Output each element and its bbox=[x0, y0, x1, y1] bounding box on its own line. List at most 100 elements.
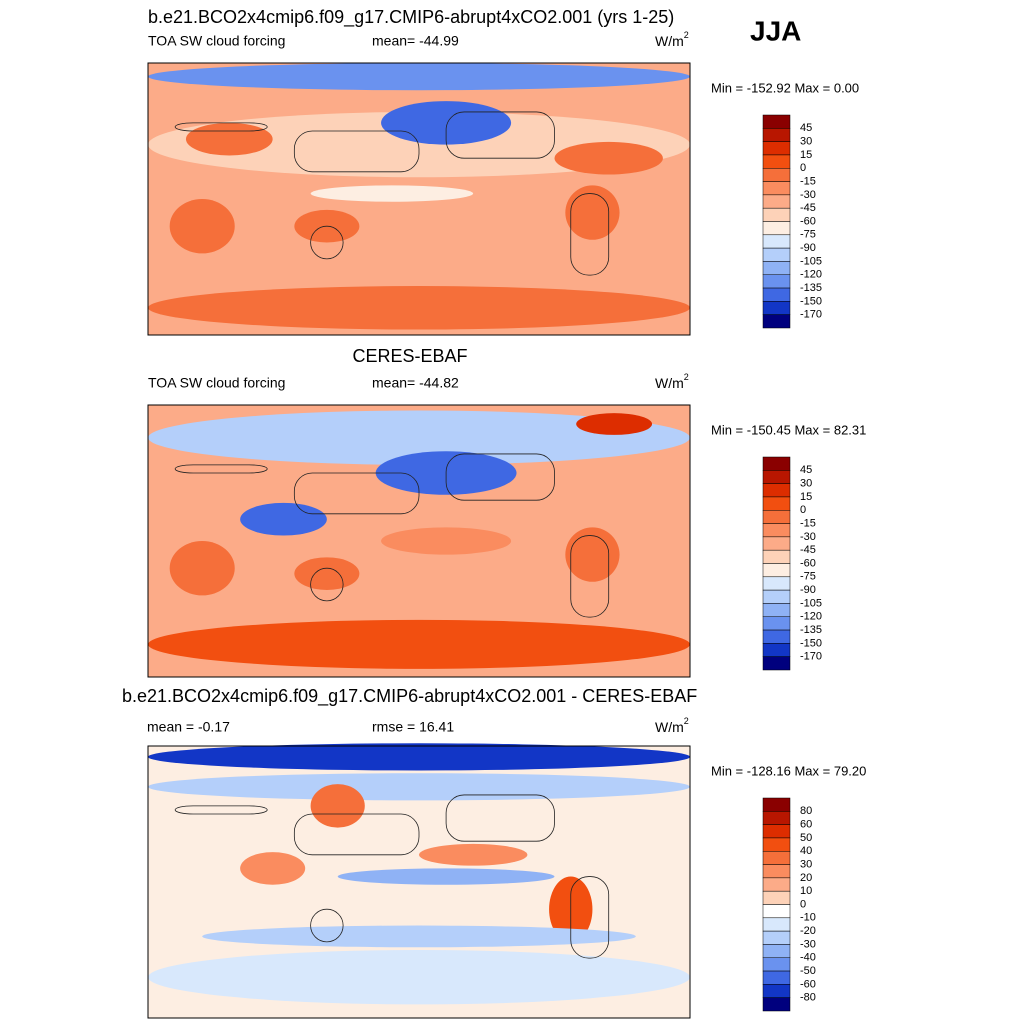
units-label: W/m2 bbox=[655, 716, 689, 734]
colorbar-label: -170 bbox=[800, 309, 822, 321]
colorbar-box bbox=[762, 851, 791, 865]
colorbar-box bbox=[762, 128, 791, 142]
map-field bbox=[240, 502, 327, 536]
colorbar-box bbox=[762, 930, 791, 945]
colorbar-label: -15 bbox=[800, 175, 816, 187]
map-field bbox=[310, 784, 365, 828]
map-field bbox=[148, 619, 690, 669]
panel-title: b.e21.BCO2x4cmip6.f09_g17.CMIP6-abrupt4x… bbox=[122, 686, 697, 707]
colorbar-label: -150 bbox=[800, 295, 822, 307]
colorbar-box bbox=[762, 301, 791, 315]
colorbar-box bbox=[762, 877, 791, 892]
variable-label: TOA SW cloud forcing bbox=[148, 33, 285, 49]
map-field bbox=[185, 122, 273, 156]
colorbar-label: 15 bbox=[800, 491, 812, 503]
coastline bbox=[570, 876, 610, 959]
units-label: W/m2 bbox=[655, 372, 689, 390]
map-frame bbox=[147, 745, 691, 1019]
colorbar-box bbox=[762, 141, 791, 156]
colorbar-label: 45 bbox=[800, 464, 812, 476]
colorbar-label: 30 bbox=[800, 478, 812, 490]
colorbar-label: 80 bbox=[800, 805, 812, 817]
colorbar-label: -60 bbox=[800, 215, 816, 227]
colorbar-label: -120 bbox=[800, 611, 822, 623]
colorbar-box bbox=[762, 168, 791, 182]
colorbar-box bbox=[762, 603, 791, 617]
colorbar-box bbox=[762, 563, 791, 578]
coastline bbox=[570, 193, 610, 276]
colorbar-box bbox=[762, 957, 791, 972]
map-field bbox=[419, 843, 528, 866]
units-sup: 2 bbox=[684, 30, 689, 40]
panel-title: b.e21.BCO2x4cmip6.f09_g17.CMIP6-abrupt4x… bbox=[148, 7, 674, 28]
colorbar-label: -40 bbox=[800, 952, 816, 964]
coastline bbox=[174, 805, 268, 815]
colorbar-box bbox=[762, 261, 791, 275]
colorbar-label: 30 bbox=[800, 136, 812, 148]
colorbar-label: -75 bbox=[800, 229, 816, 241]
season-label: JJA bbox=[750, 15, 801, 46]
colorbar-label: -170 bbox=[800, 651, 822, 663]
range-label: Min = -152.92 Max = 0.00 bbox=[711, 80, 859, 95]
colorbar-label: 0 bbox=[800, 504, 806, 516]
colorbar-box bbox=[762, 904, 791, 919]
coastline bbox=[445, 453, 555, 501]
colorbar-box bbox=[762, 824, 791, 839]
coastline bbox=[310, 567, 344, 602]
colorbar-label: -120 bbox=[800, 269, 822, 281]
colorbar-box bbox=[762, 970, 791, 985]
map bbox=[147, 404, 691, 678]
units-text: W/m bbox=[655, 719, 684, 735]
colorbar-label: -90 bbox=[800, 242, 816, 254]
map-field bbox=[576, 413, 653, 435]
coastline bbox=[174, 122, 268, 132]
coastline bbox=[310, 225, 344, 260]
colorbar-label: 15 bbox=[800, 149, 812, 161]
colorbar-box bbox=[762, 811, 791, 825]
colorbar-box bbox=[762, 984, 791, 998]
colorbar-label: -150 bbox=[800, 637, 822, 649]
colorbar-box bbox=[762, 114, 791, 129]
colorbar-label: 20 bbox=[800, 872, 812, 884]
colorbar-box bbox=[762, 510, 791, 524]
coastline bbox=[293, 472, 420, 515]
colorbar-label: -15 bbox=[800, 517, 816, 529]
colorbar-label: 50 bbox=[800, 832, 812, 844]
stat-label: mean= -44.82 bbox=[372, 375, 459, 391]
units-sup: 2 bbox=[684, 372, 689, 382]
units-sup: 2 bbox=[684, 716, 689, 726]
colorbar-box bbox=[762, 287, 791, 302]
colorbar-label: -105 bbox=[800, 597, 822, 609]
coastline bbox=[174, 464, 268, 474]
colorbar-box bbox=[762, 247, 791, 262]
colorbar-box bbox=[762, 616, 791, 631]
colorbar-box bbox=[762, 496, 791, 511]
variable-label: TOA SW cloud forcing bbox=[148, 375, 285, 391]
colorbar-label: -60 bbox=[800, 978, 816, 990]
colorbar-label: -45 bbox=[800, 544, 816, 556]
colorbar-box bbox=[762, 629, 791, 644]
colorbar-label: -135 bbox=[800, 282, 822, 294]
colorbar-label: -10 bbox=[800, 912, 816, 924]
units-label: W/m2 bbox=[655, 30, 689, 48]
colorbar-box bbox=[762, 643, 791, 657]
colorbar-box bbox=[762, 181, 791, 196]
map-field bbox=[202, 925, 636, 948]
map-field bbox=[565, 185, 620, 240]
coastline bbox=[310, 908, 344, 943]
colorbar-box bbox=[762, 234, 791, 249]
map-field bbox=[169, 199, 235, 254]
colorbar-label: -30 bbox=[800, 189, 816, 201]
range-label: Min = -150.45 Max = 82.31 bbox=[711, 422, 866, 437]
colorbar-label: -20 bbox=[800, 925, 816, 937]
colorbar-box bbox=[762, 864, 791, 879]
colorbar-label: 0 bbox=[800, 162, 806, 174]
map bbox=[147, 62, 691, 336]
colorbar-box bbox=[762, 483, 791, 498]
colorbar-label: -105 bbox=[800, 255, 822, 267]
coastline bbox=[570, 535, 610, 618]
map-field bbox=[554, 141, 663, 175]
colorbar-label: -90 bbox=[800, 584, 816, 596]
colorbar-box bbox=[762, 221, 791, 236]
